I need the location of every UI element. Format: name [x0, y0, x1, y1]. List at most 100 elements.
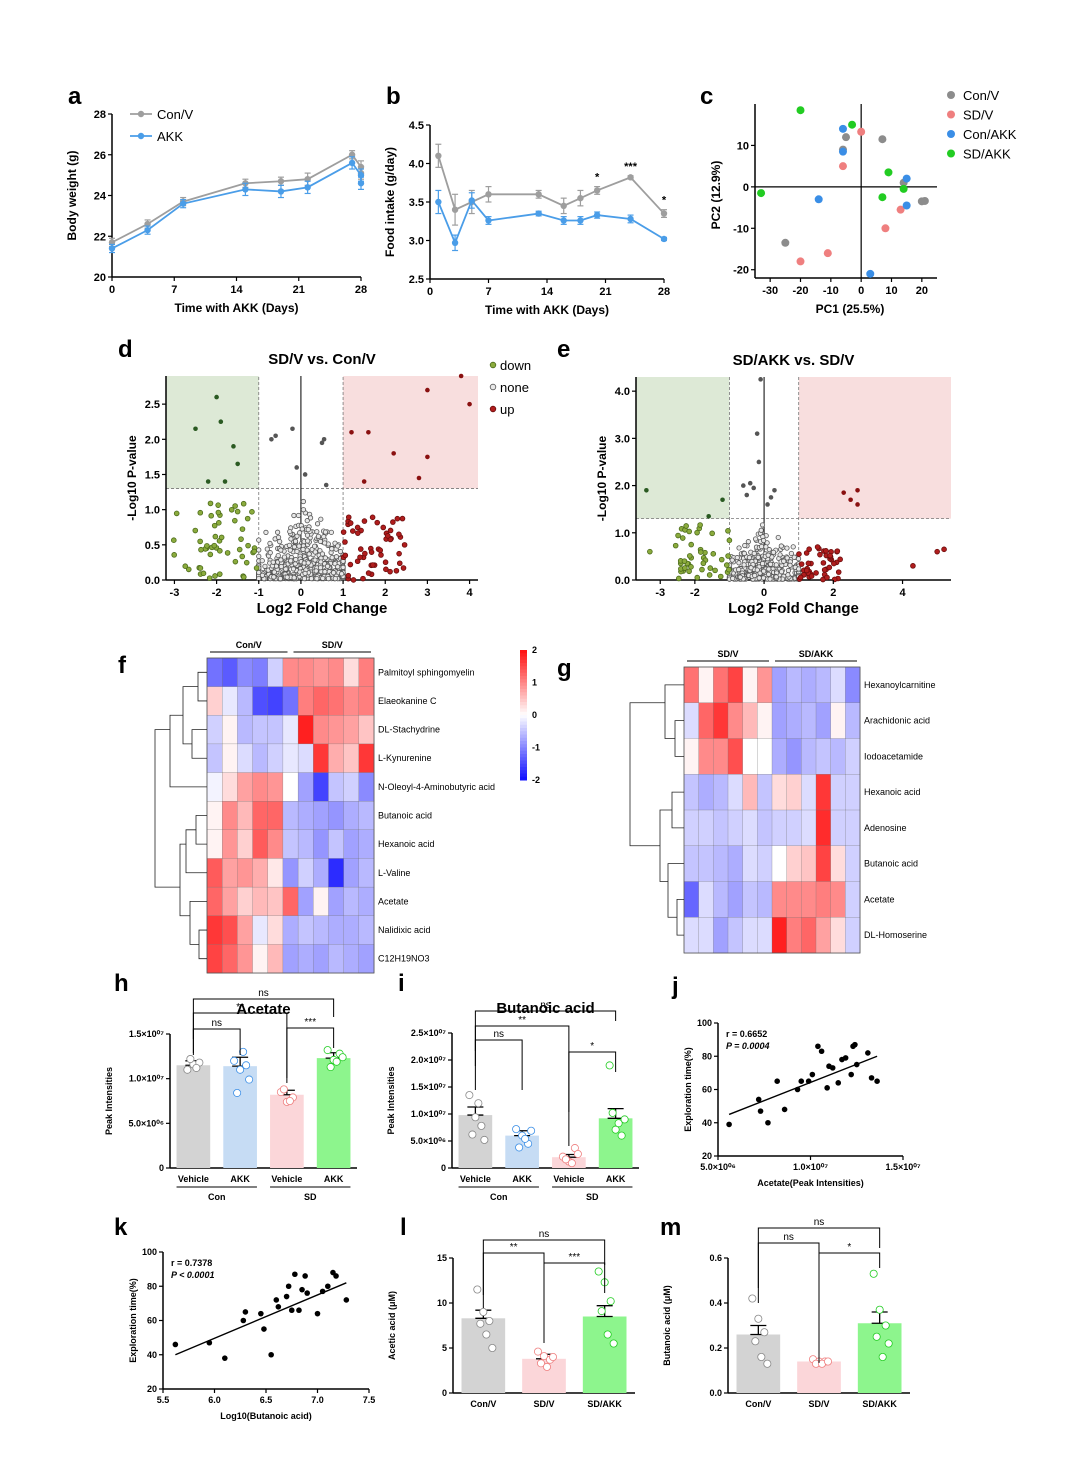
heatmap-cell: [845, 917, 861, 954]
group-label: SD/V: [717, 649, 738, 659]
point-none: [290, 566, 297, 572]
x-tick-label: 20: [916, 285, 928, 297]
dendrogram-branch: [179, 843, 207, 960]
colorbar-segment: [520, 682, 527, 687]
data-point: [277, 188, 285, 195]
data-point: [296, 1307, 302, 1314]
y-tick-label: 0.6: [709, 1253, 722, 1263]
heatmap-cell: [771, 702, 788, 739]
heatmap-cell: [727, 845, 744, 882]
sample-point: [534, 1347, 543, 1356]
y-tick-label: 2.5: [409, 274, 424, 286]
x-tick-label: -1: [254, 587, 264, 599]
colorbar-segment: [520, 685, 527, 690]
colorbar-segment: [520, 711, 527, 716]
heatmap-cell: [713, 917, 729, 954]
sample-point: [614, 1119, 623, 1128]
legend-label-1: SD/V: [963, 108, 994, 123]
correlation-r: r = 0.6652: [726, 1029, 767, 1039]
point-none: [742, 542, 748, 549]
point-none-significant: [768, 495, 774, 500]
x-tick-label: -20: [793, 285, 809, 297]
point-none-significant: [758, 377, 763, 382]
point-none: [746, 554, 753, 561]
heatmap-cell: [727, 666, 744, 704]
heatmap-cell: [713, 738, 729, 775]
x-tick-label: 0: [298, 587, 304, 599]
panel-label-f: f: [118, 652, 127, 679]
point-up: [934, 548, 940, 555]
point-none: [305, 526, 311, 533]
heatmap-cell: [683, 702, 700, 739]
point-none-significant: [273, 433, 278, 439]
point-none: [785, 567, 792, 574]
y-tick-label: 80: [147, 1281, 157, 1291]
point-none: [256, 569, 262, 576]
heatmap-cell: [358, 944, 375, 974]
point-down: [718, 556, 725, 563]
bar: [461, 1318, 506, 1393]
pca-point: [896, 205, 905, 214]
point-none: [736, 566, 742, 573]
bar: [797, 1361, 841, 1393]
sample-point: [477, 1121, 486, 1130]
heatmap-cell: [713, 666, 729, 704]
x-category-label: Vehicle: [460, 1174, 491, 1184]
point-none: [297, 530, 303, 536]
point-up: [380, 524, 387, 531]
y-tick-label: 10: [437, 1298, 447, 1308]
row-label: L-Kynurenine: [378, 753, 432, 763]
point-none: [761, 568, 767, 574]
data-point: [627, 215, 634, 223]
heatmap-cell: [742, 881, 758, 918]
point-none: [752, 536, 759, 542]
point-down: [207, 551, 214, 558]
heatmap-cell: [786, 845, 802, 882]
heatmap-cell: [742, 845, 758, 882]
y-tick-label: 3.0: [409, 236, 424, 248]
x-tick-label: -2: [690, 587, 700, 599]
row-label: Arachidonic acid: [864, 716, 930, 726]
point-none: [318, 516, 324, 522]
heatmap-cell: [830, 845, 846, 882]
x-tick-label: 0: [427, 286, 433, 298]
point-up: [817, 551, 823, 558]
point-none: [737, 574, 743, 580]
point-none-significant: [744, 492, 750, 498]
point-up: [345, 572, 352, 579]
up-region: [798, 377, 951, 519]
heatmap-cell: [757, 738, 773, 775]
heatmap-cell: [815, 702, 832, 739]
row-label: Iodoacetamide: [864, 751, 923, 761]
colorbar-segment: [520, 695, 527, 700]
pca-point: [902, 174, 911, 183]
chart-title: Acetate: [236, 1001, 290, 1018]
dendrogram-branch: [629, 702, 665, 847]
point-up: [387, 568, 393, 575]
point-none: [788, 550, 794, 557]
point-down: [207, 500, 214, 507]
panel-label-a: a: [68, 83, 82, 110]
heatmap-cell: [801, 881, 817, 918]
heatmap-cell: [742, 702, 758, 739]
heatmap-cell: [313, 944, 329, 974]
comparison-bracket: [568, 1051, 617, 1112]
significance-label: ns: [783, 1232, 794, 1243]
heatmap-cell: [222, 801, 238, 831]
heatmap-cell: [328, 772, 345, 802]
point-up: [378, 552, 384, 558]
y-tick-label: 0: [441, 1163, 446, 1173]
point-none: [335, 543, 341, 549]
point-none: [314, 575, 320, 582]
heatmap-cell: [282, 743, 299, 773]
heatmap-cell: [343, 915, 360, 945]
colorbar-segment: [520, 672, 527, 677]
data-point: [485, 217, 492, 224]
heatmap-cell: [313, 743, 329, 773]
point-none: [758, 543, 765, 550]
sample-point: [824, 1357, 833, 1366]
heatmap-cell: [815, 666, 832, 704]
sample-point: [594, 1267, 603, 1276]
bar: [176, 1065, 211, 1168]
point-down: [197, 509, 204, 516]
